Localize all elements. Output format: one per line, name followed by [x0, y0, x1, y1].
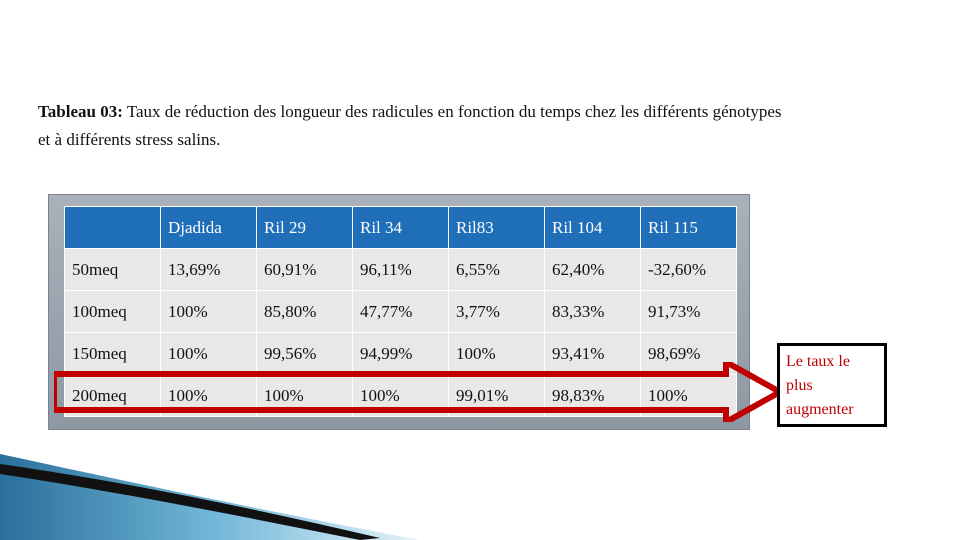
- highlight-arrow: [54, 362, 780, 422]
- table-cell: 13,69%: [160, 248, 257, 291]
- arrow-outline-shape: [54, 362, 780, 422]
- caption-text: Taux de réduction des longueur des radic…: [38, 102, 782, 149]
- note-text: Le taux le plus augmenter: [786, 353, 854, 418]
- table-caption: Tableau 03: Taux de réduction des longue…: [38, 98, 798, 154]
- table-cell: 83,33%: [544, 290, 641, 333]
- table-cell: 96,11%: [352, 248, 449, 291]
- table-row: 50meq 13,69% 60,91% 96,11% 6,55% 62,40% …: [64, 248, 737, 291]
- column-header: Ril 34: [352, 206, 449, 249]
- table-cell: 100%: [160, 332, 257, 375]
- table-row: 100meq 100% 85,80% 47,77% 3,77% 83,33% 9…: [64, 290, 737, 333]
- column-header: Ril 104: [544, 206, 641, 249]
- row-label: 100meq: [64, 290, 161, 333]
- table-cell: 85,80%: [256, 290, 353, 333]
- table-header-row: Djadida Ril 29 Ril 34 Ril83 Ril 104 Ril …: [64, 206, 737, 249]
- slide-decoration: [0, 454, 420, 540]
- table-cell: 98,69%: [640, 332, 737, 375]
- decoration-blue-swoosh: [0, 454, 420, 540]
- column-header: Ril 115: [640, 206, 737, 249]
- column-header: Ril 29: [256, 206, 353, 249]
- note-box: Le taux le plus augmenter: [777, 343, 887, 427]
- caption-label: Tableau 03:: [38, 102, 123, 121]
- table-cell: 60,91%: [256, 248, 353, 291]
- column-header: Djadida: [160, 206, 257, 249]
- table-cell: 3,77%: [448, 290, 545, 333]
- column-header: Ril83: [448, 206, 545, 249]
- column-header: [64, 206, 161, 249]
- data-table: Djadida Ril 29 Ril 34 Ril83 Ril 104 Ril …: [64, 206, 737, 417]
- table-cell: 91,73%: [640, 290, 737, 333]
- table-cell: 94,99%: [352, 332, 449, 375]
- table-cell: 93,41%: [544, 332, 641, 375]
- decoration-black-swoosh: [0, 464, 380, 540]
- table-cell: 47,77%: [352, 290, 449, 333]
- table-cell: -32,60%: [640, 248, 737, 291]
- table-row: 150meq 100% 99,56% 94,99% 100% 93,41% 98…: [64, 332, 737, 375]
- table-cell: 6,55%: [448, 248, 545, 291]
- table-cell: 99,56%: [256, 332, 353, 375]
- row-label: 150meq: [64, 332, 161, 375]
- table-cell: 62,40%: [544, 248, 641, 291]
- table-cell: 100%: [160, 290, 257, 333]
- row-label: 50meq: [64, 248, 161, 291]
- table-cell: 100%: [448, 332, 545, 375]
